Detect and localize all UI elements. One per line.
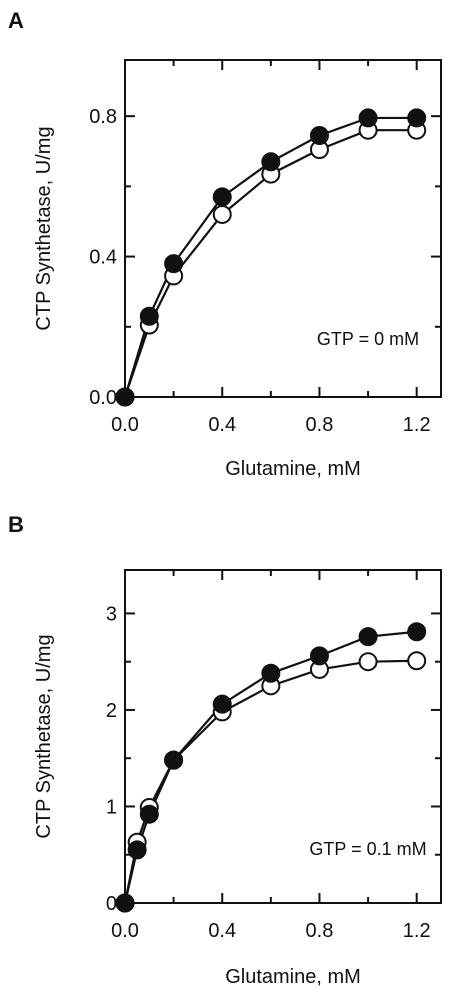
y-axis-label: CTP Synthetase, U/mg xyxy=(33,126,55,330)
data-point-filled xyxy=(407,108,427,128)
y-tick-label: 1 xyxy=(106,796,117,818)
y-tick-label: 3 xyxy=(106,603,117,625)
data-point-filled xyxy=(212,694,232,714)
data-point-filled xyxy=(164,750,184,770)
data-point-filled xyxy=(407,622,427,642)
y-axis-label: CTP Synthetase, U/mg xyxy=(33,634,55,838)
x-tick-label: 0.8 xyxy=(306,920,334,942)
y-tick-label: 0.8 xyxy=(89,106,117,128)
data-point-filled xyxy=(358,108,378,128)
data-point-filled xyxy=(212,187,232,207)
data-point-open xyxy=(212,204,232,224)
data-point-filled xyxy=(358,627,378,647)
y-tick-label: 0.4 xyxy=(89,247,117,269)
data-point-open xyxy=(407,651,427,671)
data-point-filled xyxy=(115,893,135,913)
gtp-annotation: GTP = 0 mM xyxy=(317,329,419,349)
data-point-filled xyxy=(164,254,184,274)
chart-panel-a: A 0.0 0.4 0.8 1.2 0.0 0.4 0.8 Glutamine, mM CTP S… xyxy=(8,8,442,480)
y-tick-label: 0.0 xyxy=(89,387,117,409)
x-axis-label: Glutamine, mM xyxy=(225,966,361,988)
data-point-open xyxy=(358,652,378,672)
data-point-filled xyxy=(115,387,135,407)
x-tick-label: 0.4 xyxy=(208,920,236,942)
plot-frame xyxy=(124,569,442,904)
data-point-filled xyxy=(127,840,147,860)
x-axis-label: Glutamine, mM xyxy=(225,458,361,480)
data-point-filled xyxy=(309,646,329,666)
x-tick-label: 0.4 xyxy=(208,414,236,436)
data-point-filled xyxy=(261,663,281,683)
data-point-filled xyxy=(139,804,159,824)
gtp-annotation: GTP = 0.1 mM xyxy=(309,839,426,859)
series-line-open xyxy=(123,659,417,904)
x-tick-label: 1.2 xyxy=(403,414,431,436)
chart-panel-b: B 0.0 0.4 0.8 1.2 0 1 2 3 Glutamine, mM CTP Synthe… xyxy=(8,512,442,988)
data-point-filled xyxy=(261,152,281,172)
x-tick-label: 0.8 xyxy=(306,414,334,436)
panel-label: A xyxy=(8,8,24,33)
x-tick-label: 0.0 xyxy=(111,414,139,436)
x-tick-label: 0.0 xyxy=(111,920,139,942)
data-point-filled xyxy=(139,306,159,326)
y-tick-label: 0 xyxy=(106,893,117,915)
panel-label: B xyxy=(8,512,24,537)
y-tick-label: 2 xyxy=(106,700,117,722)
plot-frame xyxy=(124,59,442,398)
data-point-filled xyxy=(309,125,329,145)
x-tick-label: 1.2 xyxy=(403,920,431,942)
